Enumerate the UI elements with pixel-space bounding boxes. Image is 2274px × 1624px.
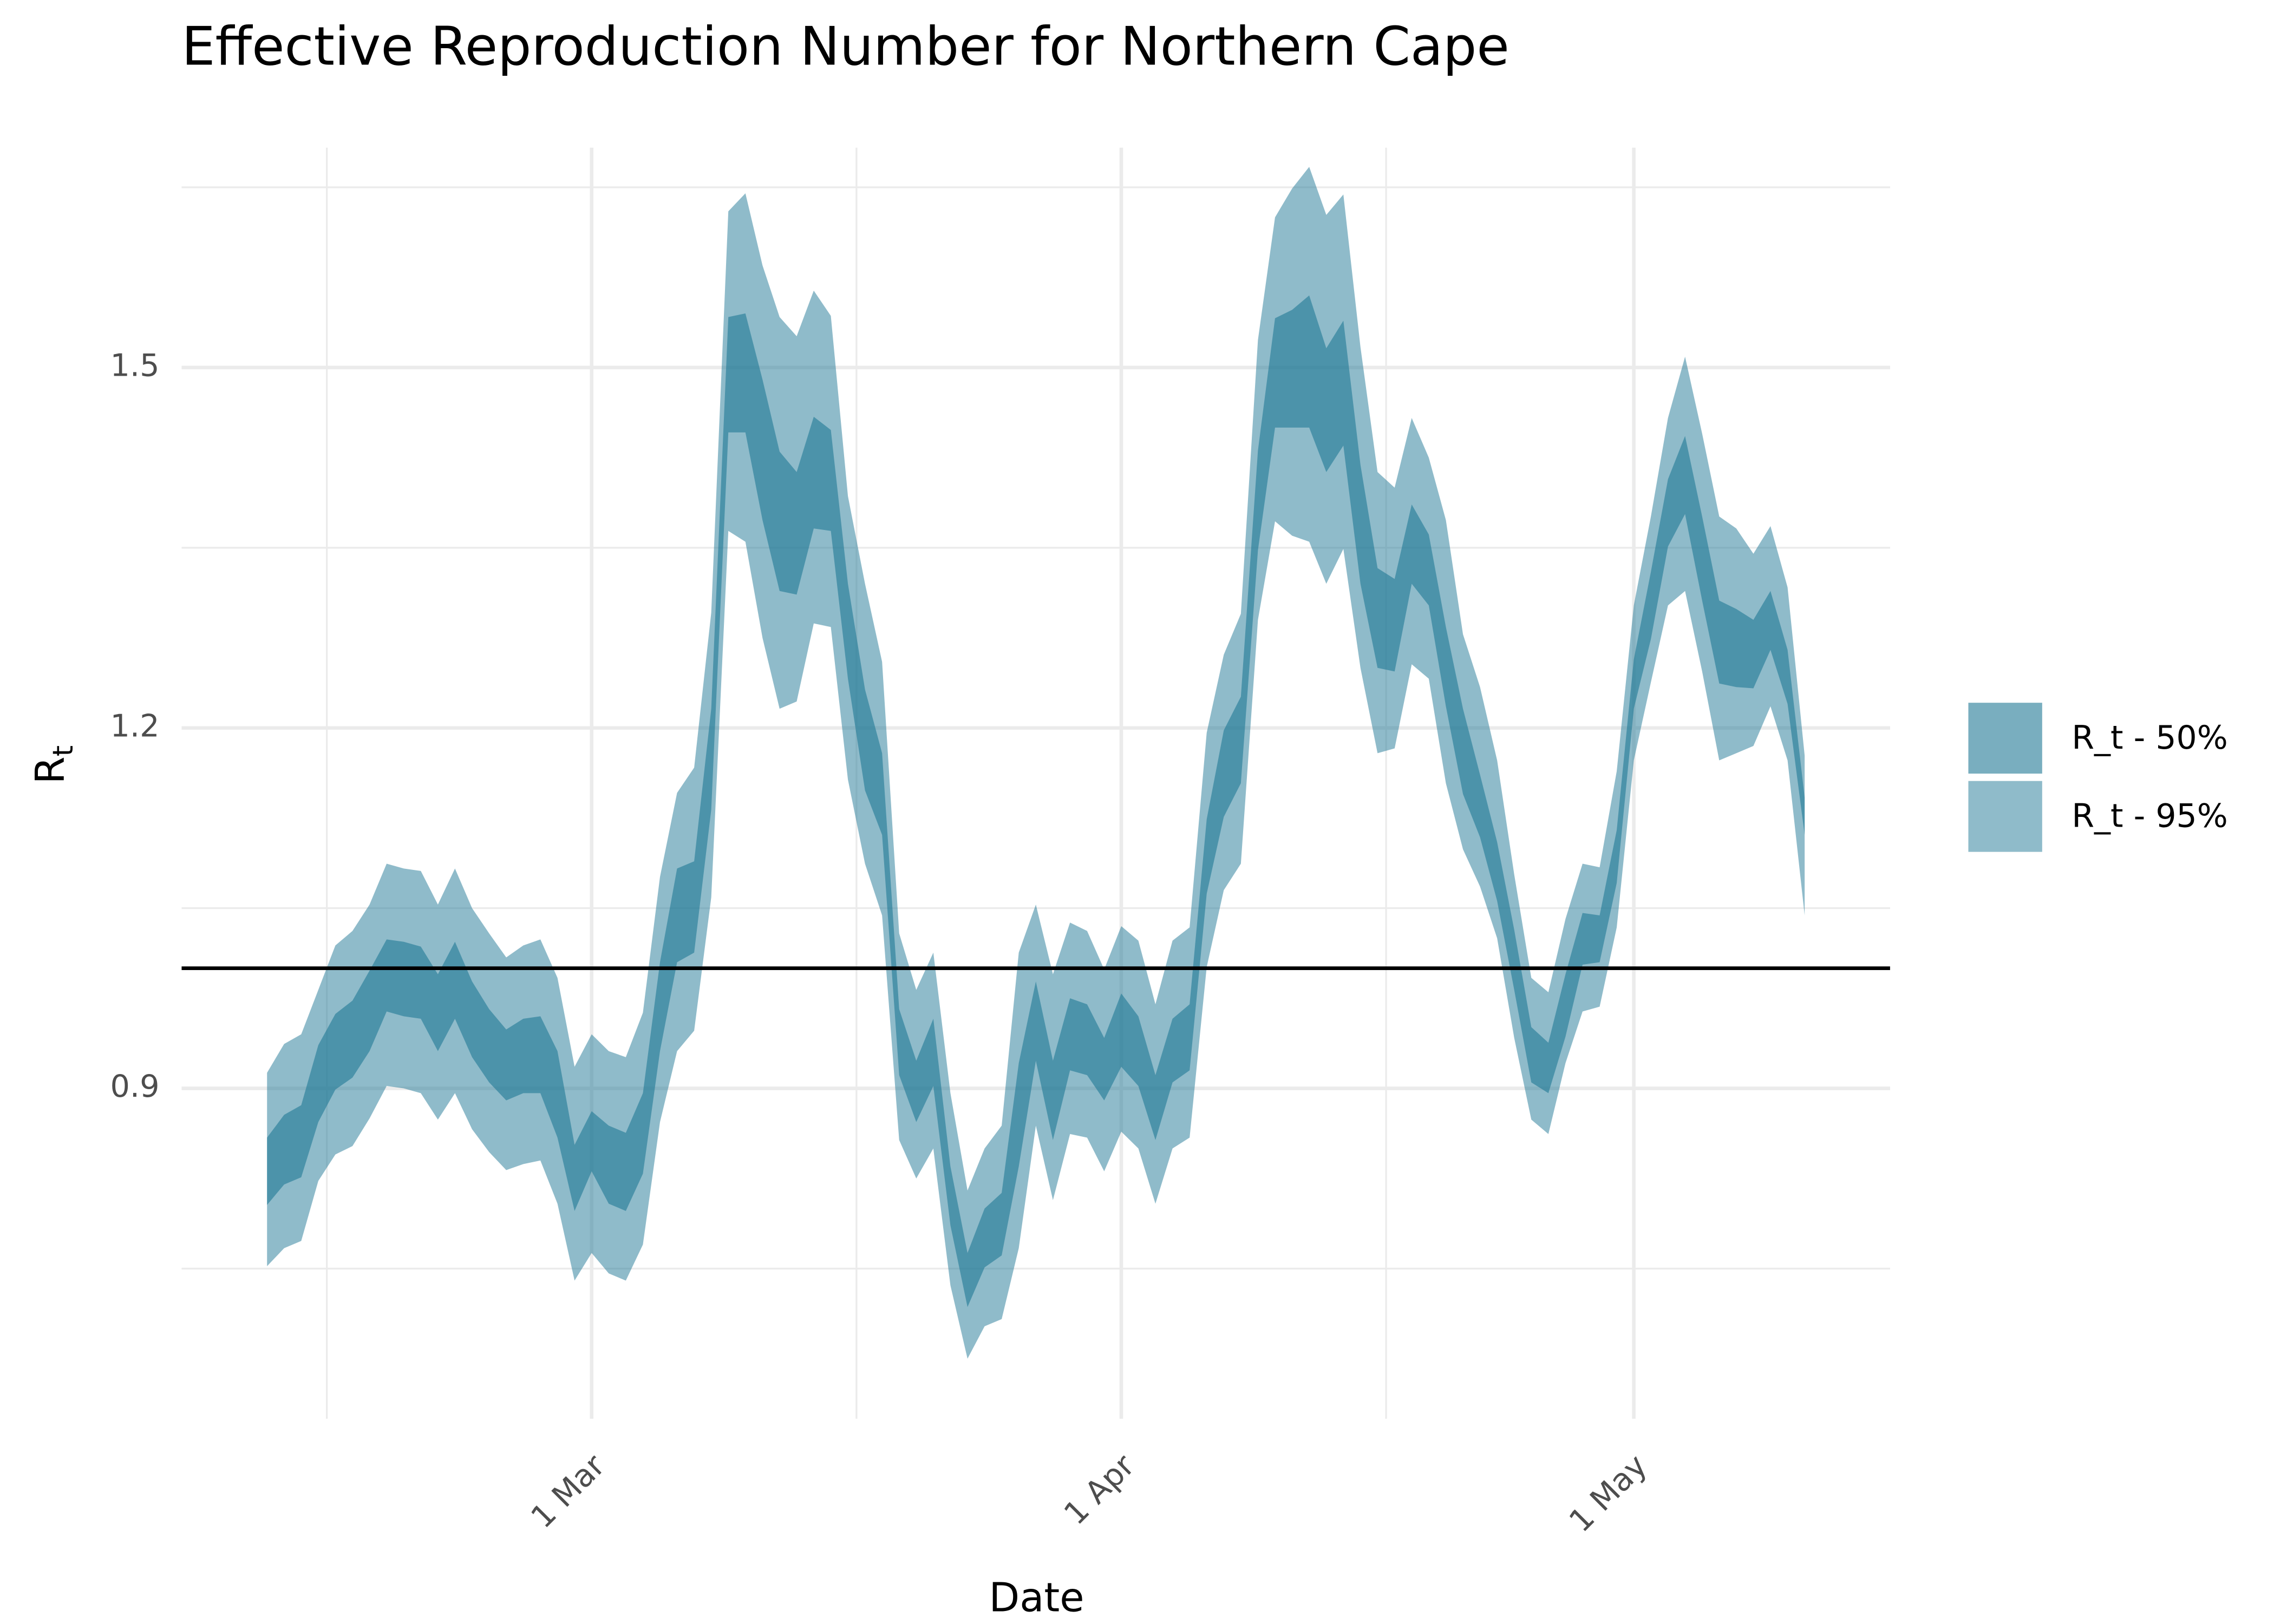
legend-swatch — [1968, 781, 2042, 852]
y-tick-label: 0.9 — [110, 1068, 159, 1104]
x-tick-label: 1 May — [1562, 1448, 1654, 1540]
chart-title: Effective Reproduction Number for Northe… — [181, 16, 1509, 78]
legend-swatch — [1968, 703, 2042, 774]
y-tick-label: 1.2 — [110, 708, 159, 744]
ribbon — [267, 167, 1805, 1359]
ribbon — [267, 295, 1805, 1307]
y-tick-label: 1.5 — [110, 347, 159, 383]
x-tick-label: 1 Mar — [524, 1447, 612, 1535]
x-tick-label: 1 Apr — [1057, 1447, 1141, 1531]
x-axis-title: Date — [989, 1575, 1084, 1621]
legend-label: R_t - 95% — [2072, 797, 2227, 835]
y-axis-title-subscript: t — [47, 745, 80, 756]
legend-label: R_t - 50% — [2072, 719, 2227, 757]
y-axis-title: Rt — [28, 745, 80, 784]
y-axis-title-main: R — [28, 756, 74, 784]
